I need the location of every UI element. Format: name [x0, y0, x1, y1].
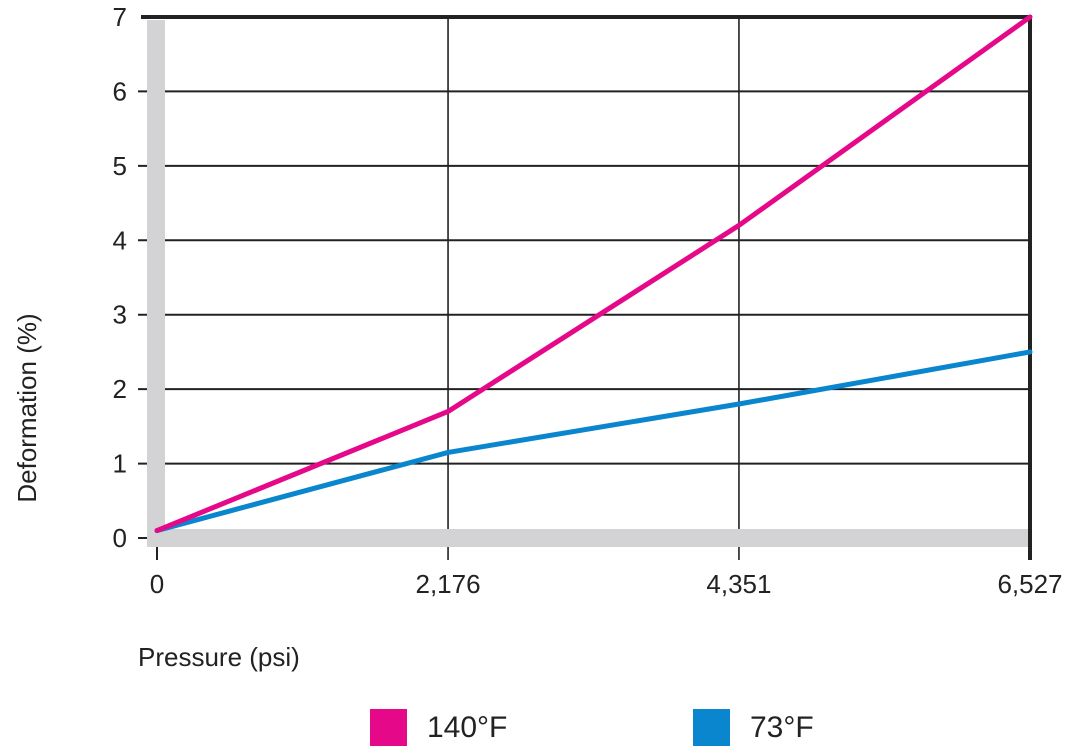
- legend-label-73f: 73°F: [750, 710, 814, 744]
- x-tick-label: 4,351: [706, 569, 771, 599]
- legend-item-140f: 140°F: [370, 708, 507, 747]
- x-tick-label: 0: [150, 569, 164, 599]
- y-tick-label: 6: [113, 76, 127, 106]
- x-tick-label: 2,176: [416, 569, 481, 599]
- legend-swatch-140f: [370, 709, 407, 746]
- series-line-73f: [154, 349, 1033, 534]
- series-lines: [154, 14, 1033, 534]
- y-tick-label: 2: [113, 374, 127, 404]
- series-line-140f: [154, 14, 1033, 534]
- y-tick-label: 7: [113, 2, 127, 32]
- legend-label-140f: 140°F: [427, 710, 508, 744]
- plot-frame: [141, 15, 1032, 560]
- grid-lines: [138, 17, 1030, 560]
- y-tick-label: 4: [113, 225, 127, 255]
- legend-swatch-73f: [693, 709, 730, 746]
- axis-bands: [147, 20, 1030, 547]
- y-axis-ticks: 0 1 2 3 4 5 6 7: [113, 2, 127, 553]
- x-tick-label: 6,527: [997, 569, 1062, 599]
- x-axis-title: Pressure (psi): [138, 642, 300, 672]
- x-axis-band: [147, 529, 1030, 547]
- legend-item-73f: 73°F: [693, 708, 814, 747]
- y-axis-title: Deformation (%): [12, 313, 42, 502]
- y-tick-label: 5: [113, 151, 127, 181]
- y-tick-label: 0: [113, 523, 127, 553]
- y-tick-label: 1: [113, 449, 127, 479]
- y-axis-band: [147, 20, 165, 547]
- y-tick-label: 3: [113, 300, 127, 330]
- x-axis-ticks: 0 2,176 4,351 6,527: [150, 569, 1063, 599]
